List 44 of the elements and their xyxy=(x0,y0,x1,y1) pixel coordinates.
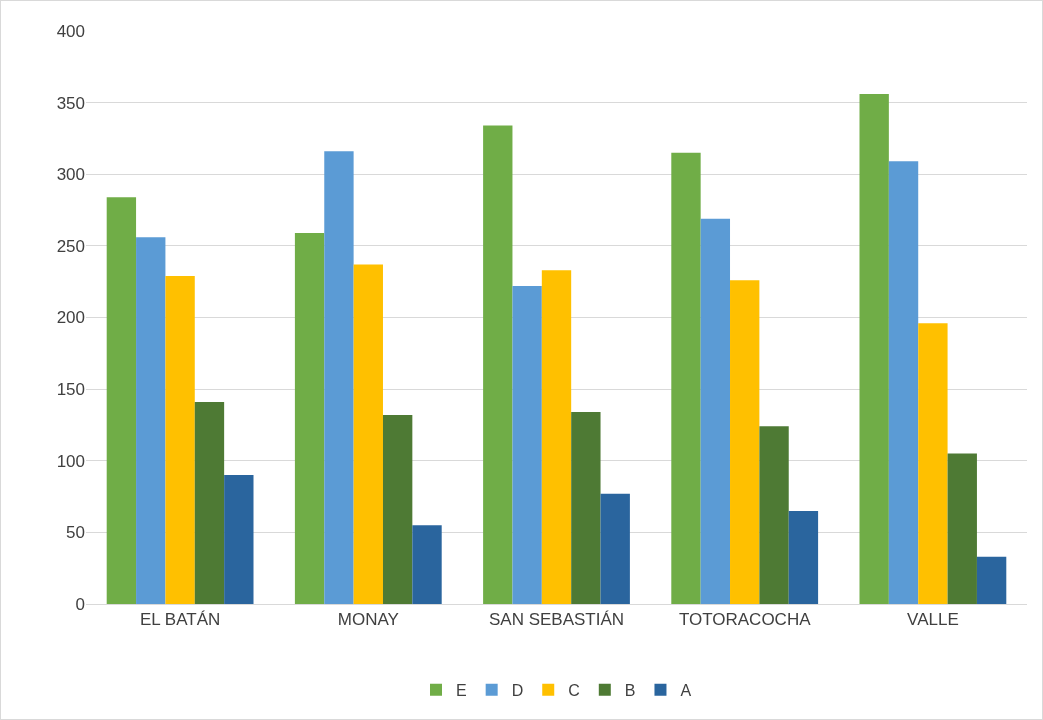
bar xyxy=(353,264,383,604)
bar xyxy=(324,151,354,604)
x-tick-label: VALLE xyxy=(907,610,959,630)
bar xyxy=(541,270,572,604)
bar xyxy=(788,510,819,604)
bar xyxy=(483,125,513,604)
y-tick-label: 200 xyxy=(56,308,85,328)
y-tick-label: 50 xyxy=(66,523,85,543)
bar xyxy=(382,414,413,604)
bar xyxy=(759,426,789,604)
x-tick-label: SAN SEBASTIÁN xyxy=(488,610,625,630)
bar xyxy=(976,556,1007,604)
y-tick-label: 300 xyxy=(56,165,85,185)
legend-label: A xyxy=(680,681,692,699)
bar xyxy=(859,94,889,604)
x-tick-label: EL BATÁN xyxy=(139,610,221,630)
bar xyxy=(700,218,731,604)
bar xyxy=(136,237,166,604)
y-tick-label: 150 xyxy=(56,380,85,400)
bar xyxy=(947,453,977,604)
x-tick-label: MONAY xyxy=(337,610,399,630)
bar xyxy=(194,402,225,604)
x-tick-label: TOTORACOCHA xyxy=(678,610,812,630)
y-tick-label: 250 xyxy=(56,236,85,256)
bar xyxy=(918,323,948,604)
bar xyxy=(224,475,254,604)
y-tick-label: 100 xyxy=(56,451,85,471)
bar xyxy=(888,161,919,604)
bar xyxy=(730,280,760,604)
y-tick-label: 0 xyxy=(75,594,85,614)
legend-label: C xyxy=(568,681,580,699)
bar xyxy=(106,197,137,604)
y-tick-label: 400 xyxy=(56,21,85,41)
bar xyxy=(412,525,442,604)
bar xyxy=(294,232,325,604)
bar xyxy=(165,275,195,604)
bar xyxy=(671,152,701,604)
y-tick-label: 350 xyxy=(56,93,85,113)
bar xyxy=(512,285,542,604)
bar xyxy=(571,412,601,604)
bar xyxy=(600,493,630,604)
legend-label: E xyxy=(456,681,467,699)
legend-label: B xyxy=(624,681,636,699)
legend-label: D xyxy=(511,681,524,699)
